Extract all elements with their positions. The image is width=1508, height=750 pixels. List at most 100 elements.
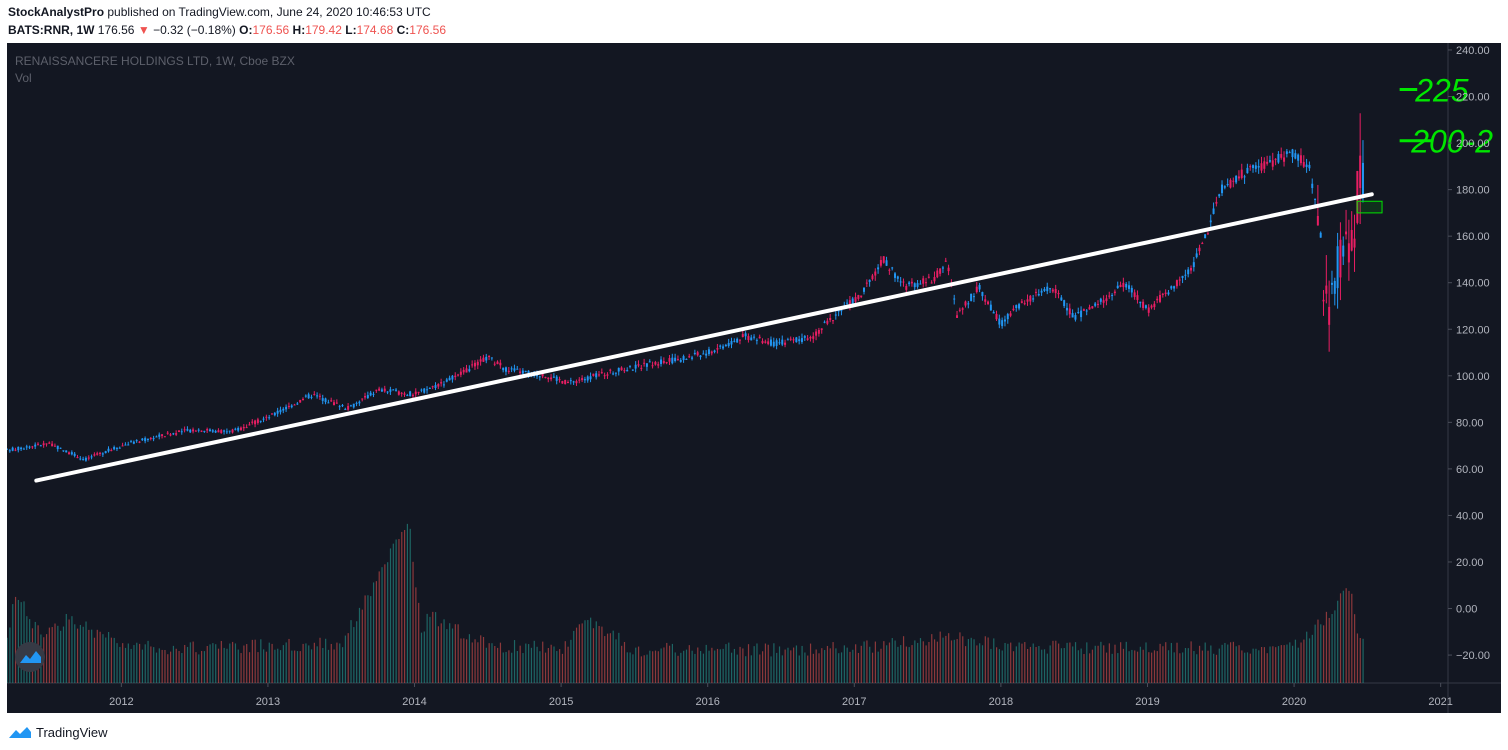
volume-bar	[846, 647, 848, 683]
volume-bar	[663, 647, 665, 683]
candle-body	[59, 447, 62, 449]
volume-bar	[728, 642, 730, 683]
candle-body	[970, 293, 973, 301]
volume-bar	[330, 643, 332, 683]
candle-body	[1184, 274, 1187, 276]
volume-bar	[877, 651, 879, 683]
candle-body	[857, 295, 860, 299]
candle-body	[516, 368, 519, 370]
volume-bar	[584, 620, 586, 683]
candle-body	[1350, 229, 1353, 251]
volume-bar	[1162, 646, 1164, 683]
candle-body	[1266, 161, 1269, 164]
chart-panel[interactable]: 225 200-2 RENAISSANCERE HOLDINGS LTD, 1W…	[6, 43, 1501, 713]
volume-bar	[536, 646, 538, 683]
volume-bar	[212, 643, 214, 683]
volume-bar	[590, 617, 592, 683]
candle-body	[848, 300, 851, 307]
candle-body	[1034, 291, 1037, 293]
candle-body	[1142, 301, 1145, 308]
candle-body	[939, 268, 942, 274]
volume-bar	[248, 652, 251, 683]
volume-bar	[643, 655, 645, 683]
candle-body	[722, 346, 725, 349]
candle-body	[513, 368, 516, 371]
footer-brand[interactable]: TradingView	[8, 722, 108, 742]
candle-body	[437, 384, 440, 387]
candle-body	[868, 279, 871, 282]
candle-body	[20, 447, 23, 450]
candle-body	[1127, 285, 1130, 289]
time-axis[interactable]: 2012 2013 2014 2015 2016 2017 2018 2019 2020 2021	[109, 683, 1453, 708]
volume-bar	[1283, 645, 1285, 683]
volume-legend: Vol	[15, 71, 32, 85]
candle-body	[1215, 201, 1218, 204]
candle-body	[507, 370, 510, 372]
candle-body	[586, 376, 589, 381]
volume-bar	[494, 646, 496, 683]
entry-zone-box[interactable]	[1356, 200, 1383, 214]
volume-bar	[1224, 642, 1226, 683]
volume-bar	[107, 631, 110, 683]
candle-body	[254, 420, 257, 425]
volume-bar	[1046, 653, 1048, 683]
volume-bar	[1052, 640, 1054, 683]
volume-bar	[74, 624, 76, 683]
candle-body	[1068, 308, 1071, 315]
volume-bar	[260, 639, 262, 683]
candle-body	[1026, 299, 1029, 302]
volume-bar	[178, 651, 180, 683]
volume-bar	[105, 637, 107, 683]
tradingview-badge[interactable]	[15, 642, 45, 672]
volume-bar	[917, 642, 919, 683]
candle-body	[1212, 208, 1215, 214]
price-chart[interactable]: 225 200-2 RENAISSANCERE HOLDINGS LTD, 1W…	[6, 43, 1501, 713]
candle-body	[42, 443, 45, 446]
volume-bar	[979, 643, 981, 683]
trendline[interactable]	[34, 192, 1374, 483]
candle-body	[1243, 176, 1246, 178]
candle-body	[403, 393, 406, 395]
volume-bar	[784, 649, 786, 683]
candle-body	[1237, 176, 1240, 179]
volume-bar	[863, 641, 865, 683]
candle-body	[169, 434, 172, 436]
candle-body	[682, 356, 685, 361]
candle-body	[891, 267, 894, 269]
volume-bar	[871, 652, 874, 683]
price-axis[interactable]: 240.00 220.00 200.00 180.00 160.00 140.00 120.…	[1448, 45, 1490, 662]
volume-bar	[116, 643, 118, 683]
volume-bar	[1314, 624, 1316, 683]
volume-bar	[82, 626, 84, 683]
candle-body	[471, 364, 474, 366]
volume-bar	[612, 630, 614, 683]
candle-body	[702, 353, 705, 355]
volume-bar	[1151, 652, 1153, 683]
volume-bar	[403, 529, 406, 683]
candle-body	[1285, 151, 1288, 154]
volume-bar	[829, 648, 831, 683]
candle-body	[1063, 300, 1066, 307]
volume-bar	[736, 654, 738, 683]
candle-body	[750, 337, 753, 341]
candle-body	[144, 438, 147, 442]
candle-body	[598, 374, 601, 376]
volume-bar	[691, 650, 693, 683]
candle-body	[231, 429, 234, 433]
volume-bar	[1258, 650, 1260, 683]
volume-bar	[1359, 637, 1361, 683]
volume-bar	[1289, 642, 1291, 683]
candle-body	[1347, 243, 1350, 263]
volume-bar	[138, 643, 141, 683]
candle-body	[609, 369, 612, 371]
candle-body	[355, 402, 358, 404]
open-value: 176.56	[252, 23, 290, 37]
candle-body	[163, 436, 166, 438]
volume-bar	[274, 649, 276, 683]
candle-body	[1020, 301, 1023, 303]
candle-body	[124, 444, 127, 446]
volume-bar	[449, 623, 451, 683]
candle-body	[736, 338, 739, 343]
candle-body	[1060, 297, 1063, 301]
author-name[interactable]: StockAnalystPro	[8, 5, 105, 19]
